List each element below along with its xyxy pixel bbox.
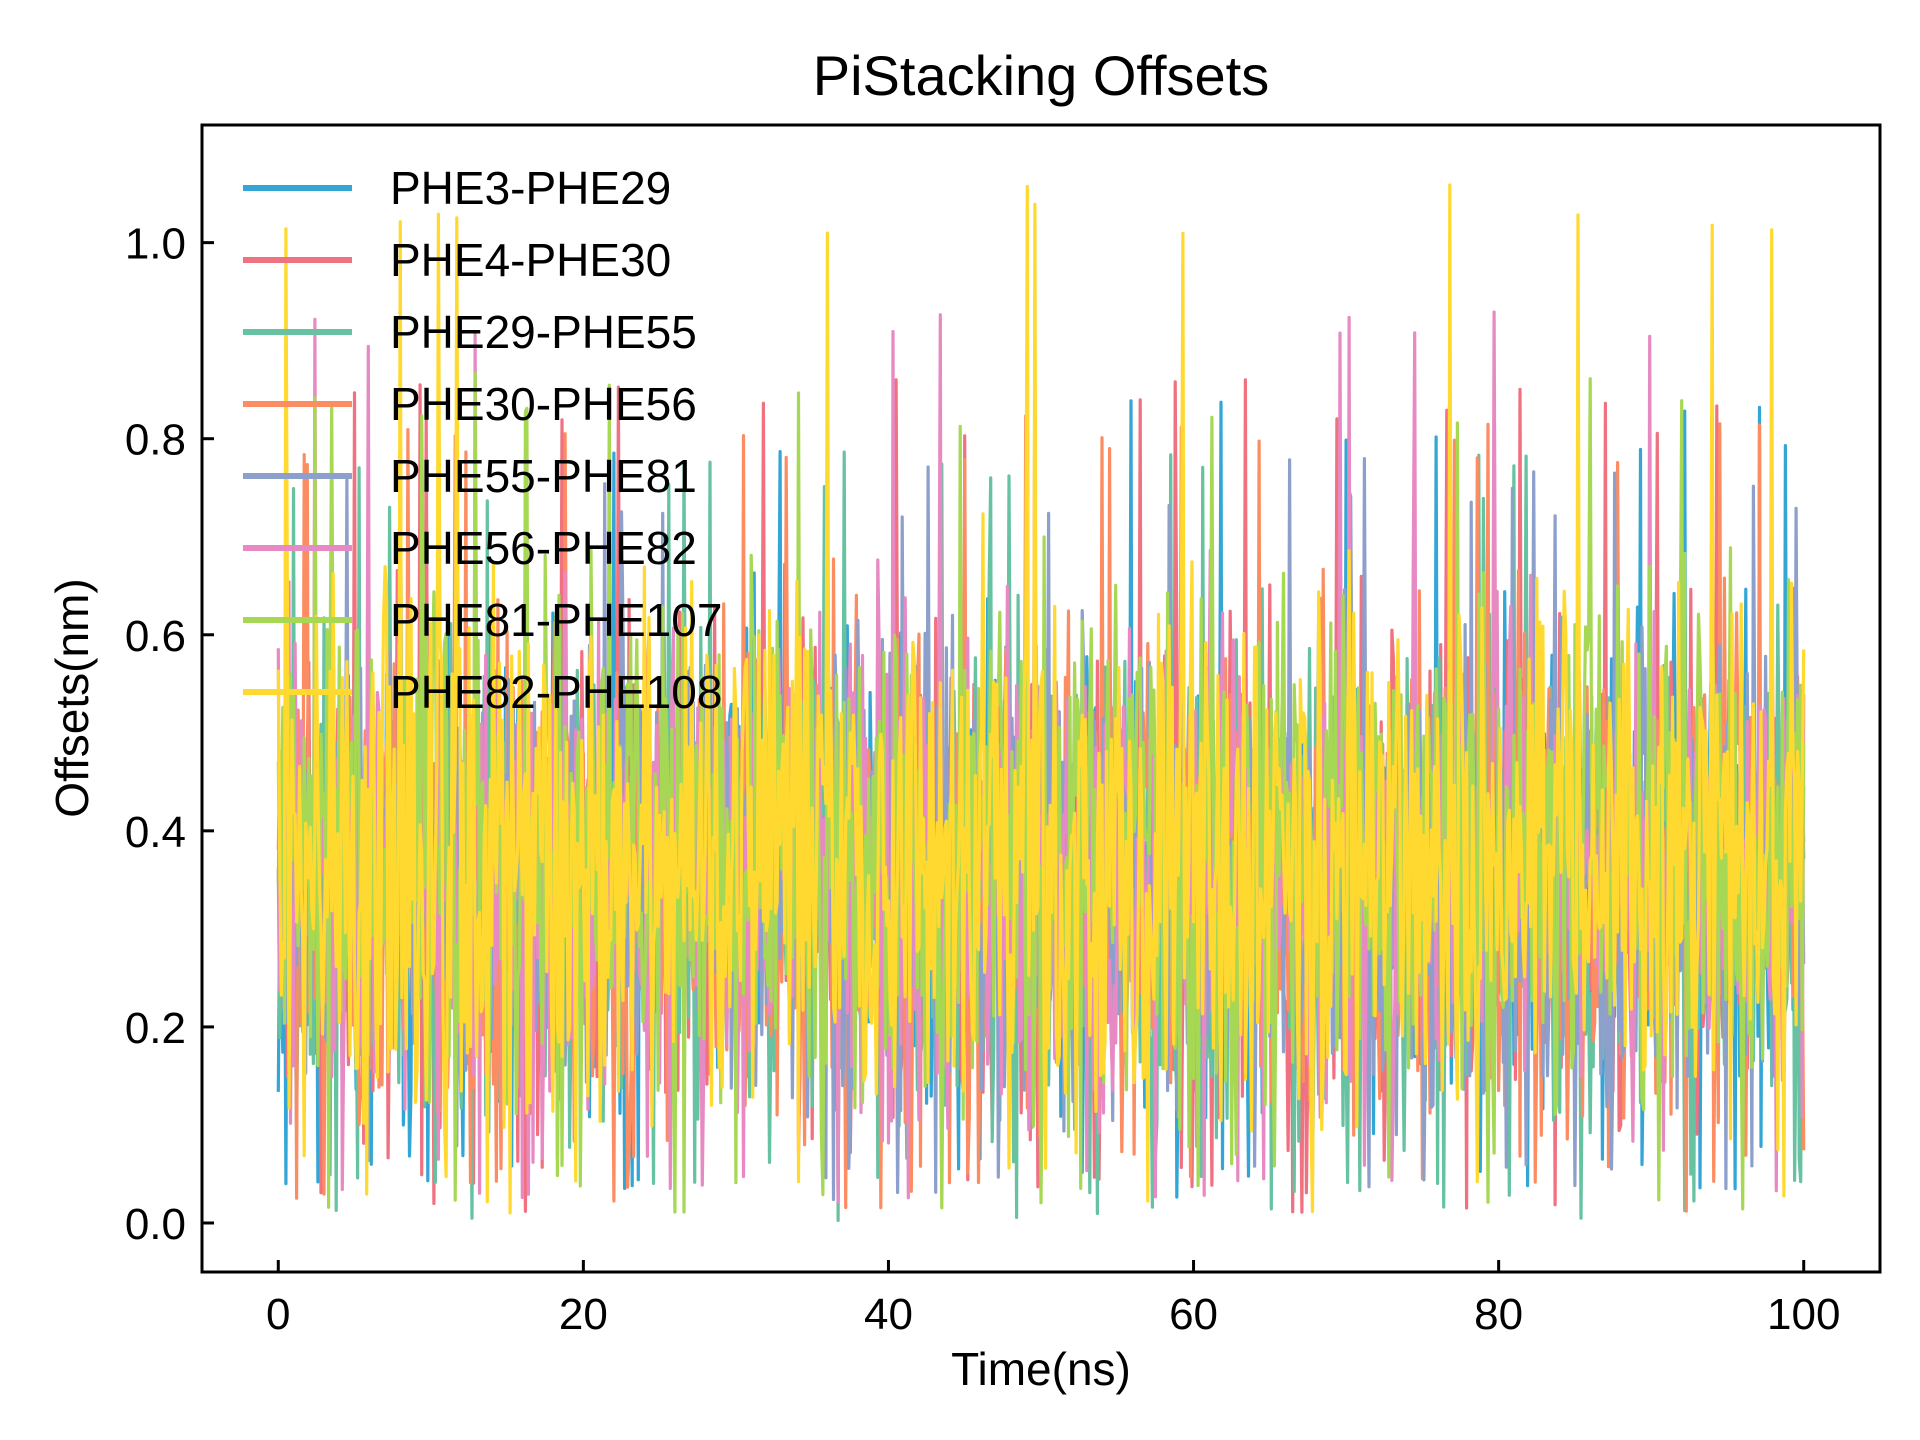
x-axis: 0 20 40 60 80 100 (266, 1260, 1840, 1339)
y-tick-label: 0.0 (125, 1200, 186, 1249)
x-tick-label: 0 (266, 1290, 290, 1339)
chart-title: PiStacking Offsets (813, 44, 1270, 107)
x-tick-label: 80 (1474, 1290, 1523, 1339)
y-axis-label: Offsets(nm) (46, 578, 98, 817)
y-tick-label: 1.0 (125, 220, 186, 269)
y-tick-label: 0.4 (125, 808, 186, 857)
legend-label: PHE55-PHE81 (390, 450, 697, 502)
plot-frame (200, 123, 1882, 1274)
y-tick-label: 0.6 (125, 612, 186, 661)
y-tick-label: 0.8 (125, 416, 186, 465)
legend-label: PHE3-PHE29 (390, 162, 671, 214)
legend-label: PHE56-PHE82 (390, 522, 697, 574)
legend-label: PHE30-PHE56 (390, 378, 697, 430)
legend-label: PHE4-PHE30 (390, 234, 671, 286)
x-axis-label: Time(ns) (951, 1343, 1131, 1395)
legend-label: PHE82-PHE108 (390, 666, 722, 718)
x-tick-label: 40 (864, 1290, 913, 1339)
x-tick-label: 100 (1767, 1290, 1840, 1339)
legend: PHE3-PHE29 PHE4-PHE30 PHE29-PHE55 PHE30-PHE… (243, 162, 722, 718)
x-tick-label: 20 (559, 1290, 608, 1339)
series-line-PHE82-PHE108 (276, 183, 1806, 1215)
legend-label: PHE81-PHE107 (390, 594, 722, 646)
y-tick-label: 0.2 (125, 1004, 186, 1053)
legend-label: PHE29-PHE55 (390, 306, 697, 358)
y-axis: 0.0 0.2 0.4 0.6 0.8 1.0 (125, 220, 214, 1249)
x-tick-label: 60 (1169, 1290, 1218, 1339)
plot-area (276, 183, 1806, 1223)
